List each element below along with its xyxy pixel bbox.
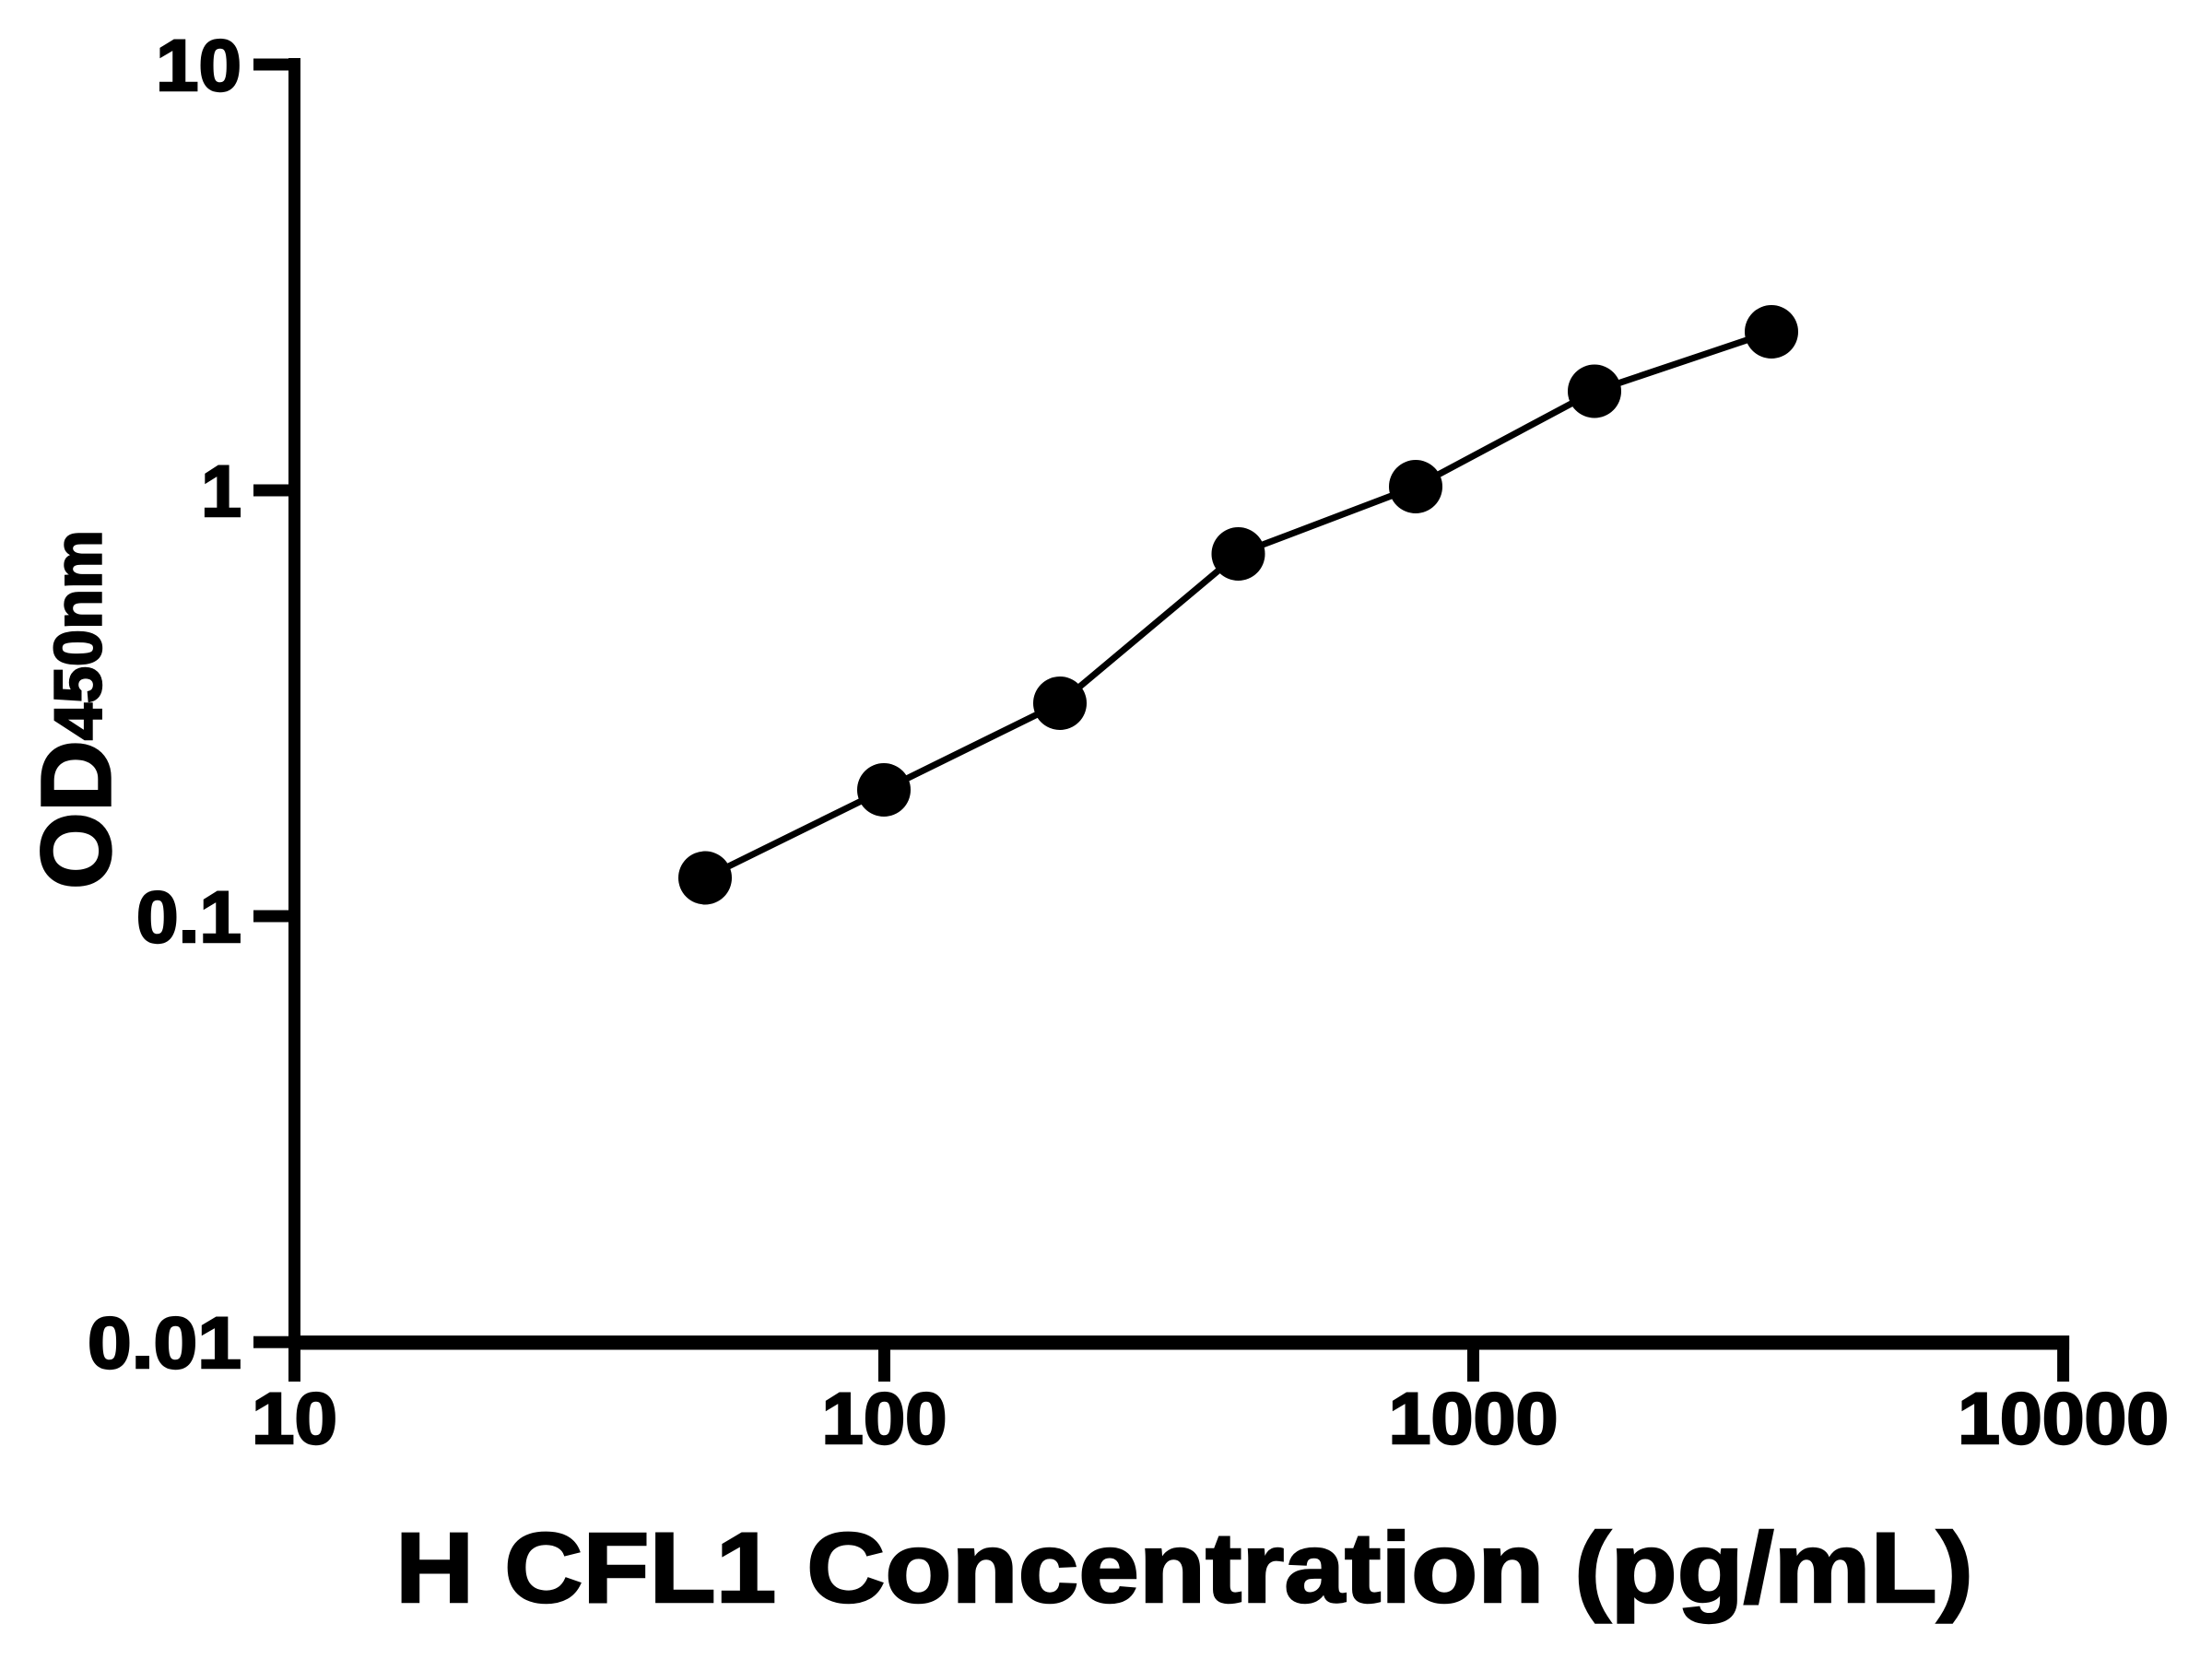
svg-text:10: 10 [156, 24, 241, 106]
svg-text:0.1: 0.1 [136, 876, 241, 958]
svg-text:1: 1 [201, 450, 241, 532]
svg-text:10: 10 [252, 1377, 337, 1459]
svg-text:0.01: 0.01 [88, 1301, 241, 1383]
svg-text:1000: 1000 [1389, 1377, 1559, 1459]
svg-text:H CFL1 Concentration (pg/mL): H CFL1 Concentration (pg/mL) [395, 1512, 1973, 1623]
svg-text:100: 100 [822, 1377, 947, 1459]
svg-text:10000: 10000 [1958, 1377, 2169, 1459]
